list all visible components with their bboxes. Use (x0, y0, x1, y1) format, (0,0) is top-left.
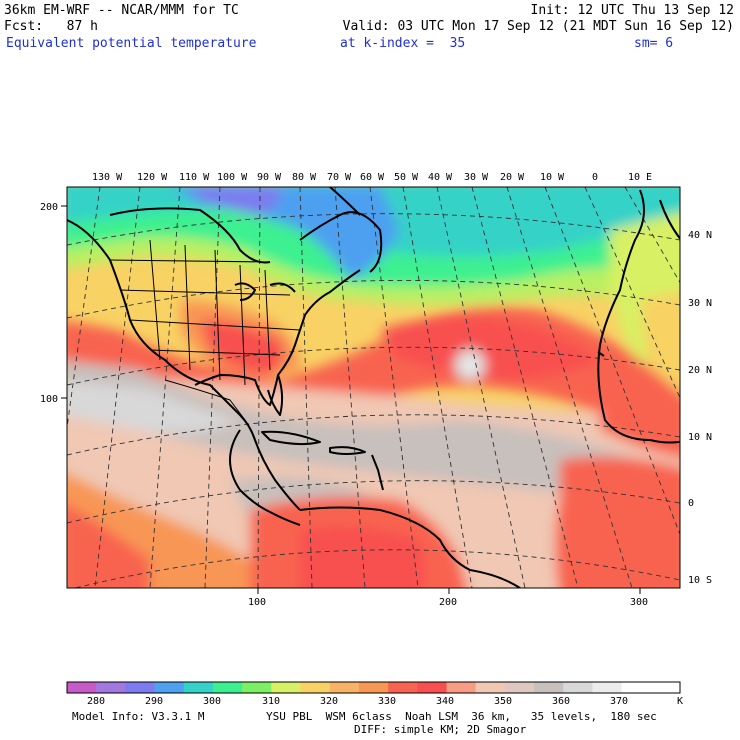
colorbar-swatch (183, 682, 214, 693)
colorbar-label: 330 (378, 696, 396, 707)
coastlines (67, 187, 680, 588)
lon-label: 30 W (464, 172, 489, 183)
colorbar-swatch (650, 682, 681, 693)
physics-info: YSU PBL WSM 6class Noah LSM 36 km, 35 le… (266, 710, 657, 723)
colorbar (66, 681, 681, 694)
grid-y-label: 100 (40, 394, 58, 405)
colorbar-label: 310 (262, 696, 280, 707)
grid-index-labels: 200 100 100 200 300 (40, 202, 648, 608)
colorbar-swatch (534, 682, 564, 693)
lat-labels: 40 N 30 N 20 N 10 N 0 10 S (688, 230, 712, 586)
colorbar-unit: K (677, 696, 683, 707)
diffusion-info: DIFF: simple KM; 2D Smagor (354, 723, 527, 736)
lon-label: 0 (592, 172, 598, 183)
colorbar-swatch (504, 682, 535, 693)
lon-label: 70 W (327, 172, 352, 183)
colorbar-swatch (154, 682, 185, 693)
colorbar-frame (66, 681, 681, 694)
colorbar-swatch (417, 682, 447, 693)
model-info: Model Info: V3.3.1 M (72, 710, 205, 723)
colorbar-labels: 280 290 300 310 320 330 340 350 360 370 … (87, 696, 683, 707)
grid-x-label: 100 (248, 597, 266, 608)
lon-label: 40 W (428, 172, 453, 183)
field-name: Equivalent potential temperature (6, 36, 257, 51)
lon-label: 90 W (257, 172, 282, 183)
lon-label: 110 W (179, 172, 210, 183)
colorbar-label: 370 (610, 696, 628, 707)
lon-labels: 130 W 120 W 110 W 100 W 90 W 80 W 70 W 6… (92, 172, 652, 183)
lat-label: 40 N (688, 230, 712, 241)
lat-label: 20 N (688, 365, 712, 376)
smoothing-label: sm= 6 (634, 36, 674, 51)
colorbar-swatch (96, 682, 126, 693)
lon-label: 10 W (540, 172, 565, 183)
colorbar-swatch (592, 682, 622, 693)
lat-label: 10 N (688, 432, 712, 443)
political-borders (109, 239, 301, 421)
level-label: at k-index = 35 (340, 36, 466, 51)
colorbar-label: 300 (203, 696, 221, 707)
valid-time: Valid: 03 UTC Mon 17 Sep 12 (21 MDT Sun … (342, 19, 734, 34)
colorbar-label: 280 (87, 696, 105, 707)
grid-x-label: 200 (439, 597, 457, 608)
colorbar-swatch (358, 682, 389, 693)
lon-label: 120 W (137, 172, 168, 183)
forecast-hour: Fcst: 87 h (4, 19, 98, 34)
colorbar-swatch (446, 682, 476, 693)
model-title: 36km EM-WRF -- NCAR/MMM for TC (4, 3, 239, 18)
lat-label: 0 (688, 498, 694, 509)
colorbar-swatch (271, 682, 301, 693)
colorbar-swatch (621, 682, 652, 693)
colorbar-swatch (329, 682, 360, 693)
lon-label: 130 W (92, 172, 123, 183)
grid-x-label: 300 (630, 597, 648, 608)
colorbar-swatch (125, 682, 155, 693)
map-frame (66, 186, 681, 589)
grid-ticks (61, 205, 641, 594)
colorbar-label: 320 (320, 696, 338, 707)
colorbar-swatch (388, 682, 418, 693)
lat-label: 30 N (688, 298, 712, 309)
colorbar-swatch (67, 682, 97, 693)
colorbar-swatch (475, 682, 506, 693)
lon-label: 80 W (292, 172, 317, 183)
lon-label: 10 E (628, 172, 652, 183)
colorbar-label: 350 (494, 696, 512, 707)
lon-label: 60 W (360, 172, 385, 183)
colorbar-swatch (563, 682, 593, 693)
theta-e-field (67, 187, 680, 588)
lon-label: 20 W (500, 172, 525, 183)
lon-label: 50 W (394, 172, 419, 183)
colorbar-swatch (300, 682, 331, 693)
lon-label: 100 W (217, 172, 248, 183)
init-time: Init: 12 UTC Thu 13 Sep 12 (530, 3, 735, 18)
colorbar-label: 360 (552, 696, 570, 707)
graticule (67, 187, 680, 588)
colorbar-label: 290 (145, 696, 163, 707)
colorbar-swatch (242, 682, 272, 693)
colorbar-label: 340 (436, 696, 454, 707)
lat-label: 10 S (688, 575, 712, 586)
colorbar-swatch (212, 682, 243, 693)
grid-y-label: 200 (40, 202, 58, 213)
